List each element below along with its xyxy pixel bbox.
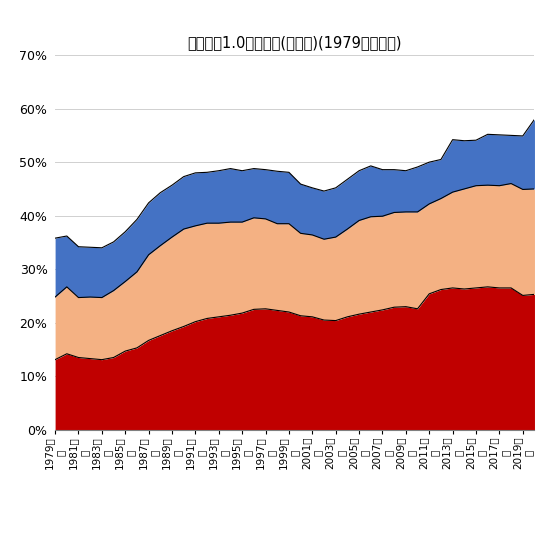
- Title: 裸眼視力1.0未満の人(中学校)(1979年度以降): 裸眼視力1.0未満の人(中学校)(1979年度以降): [187, 35, 402, 50]
